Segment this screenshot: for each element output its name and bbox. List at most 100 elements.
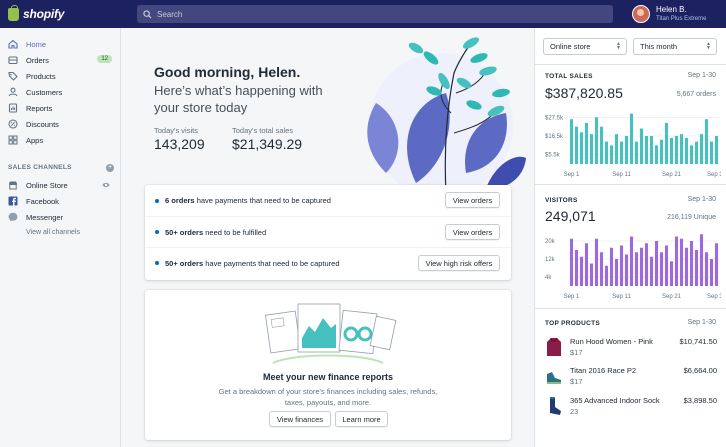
chart-bar[interactable] [584,122,589,164]
chart-bar[interactable] [699,234,704,286]
eye-icon[interactable] [102,181,110,189]
chart-bar[interactable] [614,259,619,286]
task-row: 50+ orders have payments that need to be… [145,247,511,278]
chart-bar[interactable] [594,117,599,164]
chart-bar[interactable] [574,250,579,286]
chart-bar[interactable] [609,145,614,164]
chart-bar[interactable] [629,236,634,287]
chart-bar[interactable] [614,134,619,164]
chart-bar[interactable] [654,145,659,164]
chart-bar[interactable] [579,132,584,164]
product-row[interactable]: 365 Advanced Indoor Sock 23 $3,898.50 [545,394,717,418]
chart-bar[interactable] [694,141,699,164]
chart-bar[interactable] [624,136,629,164]
chart-bar[interactable] [654,241,659,286]
x-tick-label: Sep 11 [612,294,631,300]
chart-bar[interactable] [659,139,664,164]
sidebar-item-messenger[interactable]: Messenger [8,210,116,224]
chart-bar[interactable] [684,137,689,164]
visitors-date: Sep 1-30 [687,196,716,203]
search-input[interactable] [157,9,557,19]
chart-bar[interactable] [604,141,609,164]
chart-bar[interactable] [664,122,669,164]
view-all-channels-link[interactable]: View all channels [26,229,80,236]
chart-bar[interactable] [634,141,639,164]
product-row[interactable]: Titan 2016 Race P2 $17 $6,664.00 [545,364,717,388]
sidebar-item-label: Customers [26,87,63,97]
chart-bar[interactable] [679,238,684,286]
chart-bar[interactable] [644,136,649,164]
chart-bar[interactable] [584,243,589,286]
sidebar-item-products[interactable]: Products [8,69,116,83]
chart-bar[interactable] [694,250,699,286]
chart-bar[interactable] [569,238,574,286]
finance-description: Get a breakdown of your store's finances… [218,387,438,407]
chart-bar[interactable] [644,243,649,286]
chart-bar[interactable] [569,119,574,164]
period-select[interactable]: This month ▲ ▼ [633,38,717,55]
sidebar-item-online-store[interactable]: Online Store [8,178,116,192]
sidebar-item-orders[interactable]: Orders 12 [8,53,116,67]
chart-bar[interactable] [639,247,644,286]
chart-bar[interactable] [714,243,719,286]
sidebar-item-facebook[interactable]: Facebook [8,194,116,208]
chevron-updown-icon: ▲ ▼ [616,41,621,51]
chart-bar[interactable] [659,252,664,286]
chart-bar[interactable] [649,136,654,164]
chart-bar[interactable] [589,134,594,164]
chart-bar[interactable] [594,238,599,286]
chart-bar[interactable] [689,145,694,164]
sidebar-item-home[interactable]: Home [8,37,116,51]
chart-bar[interactable] [574,126,579,164]
chart-bar[interactable] [639,128,644,164]
chart-bar[interactable] [709,259,714,286]
logo[interactable]: shopify [0,0,121,28]
chart-bar[interactable] [709,141,714,164]
chart-bar[interactable] [679,134,684,164]
chart-bar[interactable] [669,137,674,164]
logo-text: shopify [23,7,65,21]
facebook-icon [8,196,18,206]
user-menu[interactable]: Helen B. Titan Plus Extreme [632,2,706,26]
chart-bar[interactable] [619,141,624,164]
task-row: 50+ orders need to be fulfilled View ord… [145,216,511,247]
channel-select[interactable]: Online store ▲ ▼ [543,38,627,55]
add-channel-icon[interactable]: + [106,164,114,172]
search-bar[interactable] [137,5,613,23]
chart-bar[interactable] [704,252,709,286]
sidebar-item-customers[interactable]: Customers [8,85,116,99]
chart-bar[interactable] [704,119,709,164]
chart-bar[interactable] [599,126,604,164]
chart-bar[interactable] [629,113,634,164]
chart-bar[interactable] [624,254,629,287]
chart-bar[interactable] [634,252,639,286]
chart-bar[interactable] [669,261,674,286]
chart-bar[interactable] [714,136,719,164]
chart-bar[interactable] [699,134,704,164]
sidebar-item-discounts[interactable]: Discounts [8,117,116,131]
view-orders-button[interactable]: View orders [445,192,500,208]
sidebar-item-reports[interactable]: Reports [8,101,116,115]
chart-bar[interactable] [674,136,679,164]
chart-bar[interactable] [689,241,694,286]
chart-bar[interactable] [684,247,689,286]
learn-more-button[interactable]: Learn more [335,411,388,427]
chart-bar[interactable] [619,245,624,287]
sidebar-item-label: Home [26,39,47,49]
chart-bar[interactable] [599,252,604,286]
chart-bar[interactable] [604,265,609,286]
chart-bar[interactable] [609,247,614,286]
product-row[interactable]: Run Hood Women - Pink $17 $10,741.50 [545,335,717,359]
view-orders-button[interactable]: View orders [445,224,500,240]
store-icon [8,180,18,190]
y-tick-label: $5.5k [545,153,561,159]
view-high-risk-button[interactable]: View high risk offers [418,255,500,271]
sidebar-item-apps[interactable]: Apps [8,133,116,147]
chart-bar[interactable] [664,245,669,287]
chart-bar[interactable] [649,256,654,286]
chart-bar[interactable] [589,263,594,287]
chart-bar[interactable] [674,236,679,287]
chart-bar[interactable] [579,256,584,286]
view-finances-button[interactable]: View finances [269,411,331,427]
visitors-heading: VISITORS [545,197,578,204]
